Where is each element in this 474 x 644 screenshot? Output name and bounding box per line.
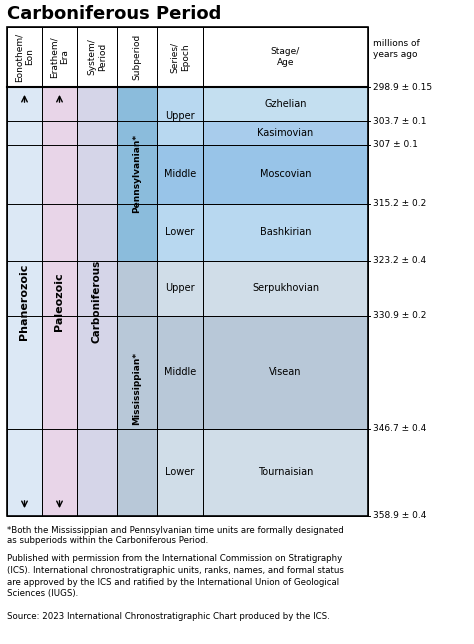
Bar — [203, 204, 368, 261]
Text: 358.9 ± 0.4: 358.9 ± 0.4 — [373, 511, 427, 520]
Text: Subperiod: Subperiod — [133, 34, 142, 80]
Text: Moscovian: Moscovian — [260, 169, 311, 179]
Text: Kasimovian: Kasimovian — [257, 128, 314, 138]
Bar — [157, 87, 203, 145]
Text: Serpukhovian: Serpukhovian — [252, 283, 319, 293]
Bar — [203, 87, 368, 121]
Bar — [77, 87, 117, 516]
Text: Mississippian*: Mississippian* — [133, 352, 142, 425]
Text: Upper: Upper — [165, 283, 195, 293]
Bar — [7, 27, 368, 87]
Text: Carboniferous Period: Carboniferous Period — [7, 5, 221, 23]
Bar — [203, 145, 368, 204]
Text: Published with permission from the International Commission on Stratigraphy
(ICS: Published with permission from the Inter… — [7, 554, 344, 598]
Text: Carboniferous: Carboniferous — [92, 260, 102, 343]
Bar — [7, 27, 368, 516]
Bar — [7, 87, 42, 516]
Text: Stage/
Age: Stage/ Age — [271, 47, 300, 67]
Text: Pennsylvanian*: Pennsylvanian* — [133, 135, 142, 213]
Text: 323.2 ± 0.4: 323.2 ± 0.4 — [373, 256, 426, 265]
Text: Gzhelian: Gzhelian — [264, 99, 307, 109]
Text: 346.7 ± 0.4: 346.7 ± 0.4 — [373, 424, 426, 433]
Text: Middle: Middle — [164, 367, 196, 377]
Text: as subperiods within the Carboniferous Period.: as subperiods within the Carboniferous P… — [7, 536, 208, 545]
Text: Middle: Middle — [164, 169, 196, 179]
Bar — [157, 261, 203, 316]
Text: Phanerozoic: Phanerozoic — [19, 263, 29, 339]
Text: System/
Period: System/ Period — [87, 39, 107, 75]
Text: 298.9 ± 0.15: 298.9 ± 0.15 — [373, 82, 432, 91]
Bar — [157, 429, 203, 516]
Bar — [117, 87, 157, 261]
Bar — [42, 87, 77, 516]
Bar — [203, 121, 368, 145]
Text: Visean: Visean — [269, 367, 302, 377]
Text: 330.9 ± 0.2: 330.9 ± 0.2 — [373, 311, 427, 320]
Text: Eonothem/
Eon: Eonothem/ Eon — [15, 32, 34, 82]
Bar — [157, 145, 203, 204]
Text: *Both the Mississippian and Pennsylvanian time units are formally designated: *Both the Mississippian and Pennsylvania… — [7, 526, 344, 535]
Text: Tournaisian: Tournaisian — [258, 468, 313, 477]
Bar — [157, 204, 203, 261]
Text: Lower: Lower — [165, 227, 195, 237]
Text: Series/
Epoch: Series/ Epoch — [170, 41, 190, 73]
Text: Lower: Lower — [165, 468, 195, 477]
Text: 303.7 ± 0.1: 303.7 ± 0.1 — [373, 117, 427, 126]
Bar — [117, 261, 157, 516]
Text: Erathem/
Era: Erathem/ Era — [50, 36, 69, 78]
Bar — [157, 316, 203, 429]
Text: Upper: Upper — [165, 111, 195, 121]
Bar — [203, 429, 368, 516]
Text: 315.2 ± 0.2: 315.2 ± 0.2 — [373, 199, 426, 208]
Text: Bashkirian: Bashkirian — [260, 227, 311, 237]
Text: 307 ± 0.1: 307 ± 0.1 — [373, 140, 418, 149]
Text: Paleozoic: Paleozoic — [55, 272, 64, 331]
Bar — [203, 316, 368, 429]
Text: millions of
years ago: millions of years ago — [373, 39, 420, 59]
Bar — [203, 261, 368, 316]
Text: Source: 2023 International Chronostratigraphic Chart produced by the ICS.: Source: 2023 International Chronostratig… — [7, 612, 330, 621]
